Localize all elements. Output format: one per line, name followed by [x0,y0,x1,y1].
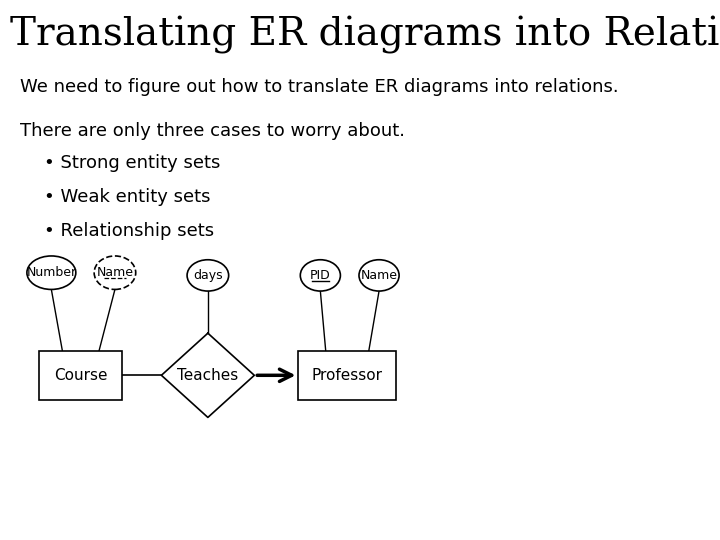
Text: There are only three cases to worry about.: There are only three cases to worry abou… [19,122,405,139]
Ellipse shape [300,260,341,291]
Text: Teaches: Teaches [177,368,238,383]
Text: Translating ER diagrams into Relations: Translating ER diagrams into Relations [10,16,720,54]
Text: We need to figure out how to translate ER diagrams into relations.: We need to figure out how to translate E… [19,78,618,96]
Ellipse shape [187,260,229,291]
Text: Course: Course [54,368,107,383]
Text: days: days [193,269,222,282]
Text: Name: Name [96,266,133,279]
Text: • Weak entity sets: • Weak entity sets [44,188,210,206]
Text: PID: PID [310,269,330,282]
Text: Name: Name [361,269,397,282]
Text: • Relationship sets: • Relationship sets [44,222,214,240]
Bar [39,351,122,400]
Text: Professor: Professor [312,368,383,383]
Text: • Strong entity sets: • Strong entity sets [44,154,220,172]
Ellipse shape [27,256,76,289]
Text: Number: Number [27,266,76,279]
Polygon shape [161,333,254,417]
Bar [298,351,396,400]
Ellipse shape [359,260,399,291]
Ellipse shape [94,256,136,289]
